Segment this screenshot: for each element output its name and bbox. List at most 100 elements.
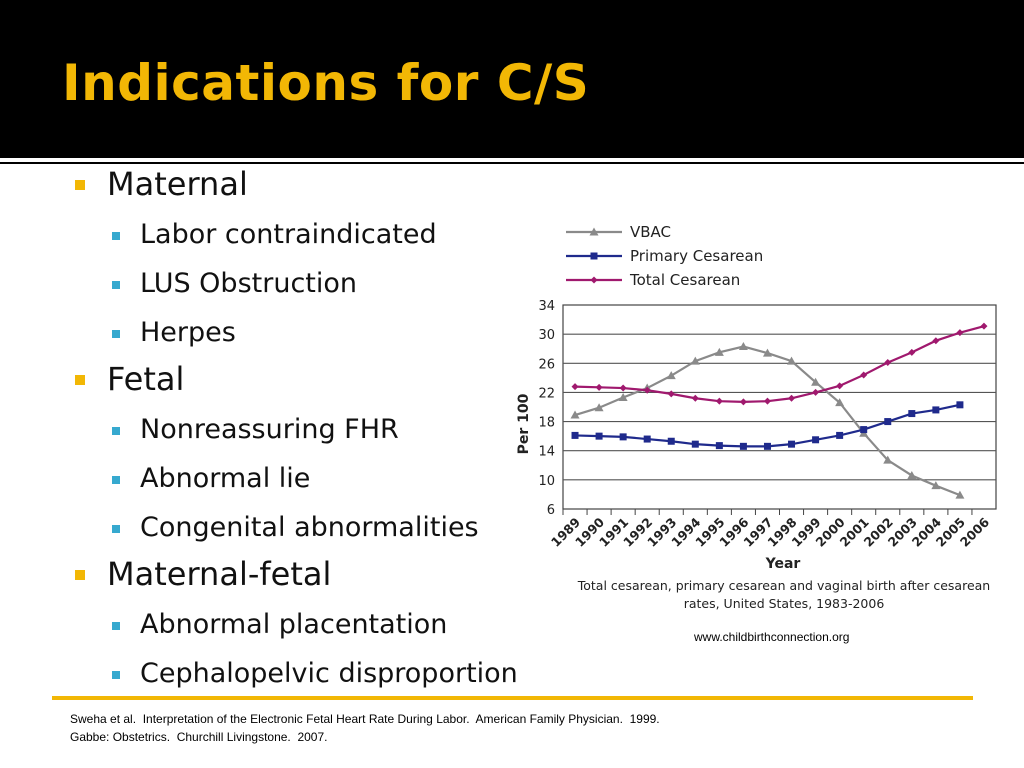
bullet-label: Maternal-fetal	[107, 555, 332, 593]
legend-label: Primary Cesarean	[630, 247, 763, 265]
data-point-square	[667, 437, 675, 445]
data-point-triangle	[883, 455, 893, 464]
caption-line: Total cesarean, primary cesarean and vag…	[577, 578, 990, 593]
data-point-square	[956, 401, 964, 409]
sub-bullet: Abnormal placentation	[112, 609, 448, 640]
data-point-diamond	[860, 371, 868, 379]
bullet-fetal: Fetal	[75, 360, 184, 398]
y-axis-ticks: 6 10 14 18 22 26 30 34	[538, 299, 555, 518]
data-point-diamond	[812, 388, 820, 396]
data-point-triangle	[666, 371, 676, 380]
data-point-triangle	[762, 348, 772, 357]
sub-bullet: Congenital abnormalities	[112, 512, 479, 543]
y-axis-label: Per 100	[516, 393, 532, 454]
data-point-triangle	[570, 410, 580, 419]
y-tick-label: 10	[538, 474, 555, 489]
data-point-square	[788, 440, 796, 448]
data-point-square	[908, 410, 916, 418]
data-point-square	[739, 442, 747, 450]
data-point-diamond	[932, 337, 940, 345]
data-point-square	[763, 442, 771, 450]
data-point-triangle	[811, 377, 821, 386]
sub-bullet: Nonreassuring FHR	[112, 414, 399, 445]
data-point-square	[590, 252, 598, 260]
title-divider	[0, 158, 1024, 164]
data-point-square	[643, 435, 651, 443]
data-point-diamond	[691, 394, 699, 402]
data-point-square	[619, 433, 627, 441]
legend-label: VBAC	[630, 223, 671, 241]
data-point-diamond	[619, 384, 627, 392]
series-primary-cesarean	[571, 401, 964, 450]
data-point-diamond	[908, 348, 916, 356]
y-tick-label: 14	[538, 445, 555, 460]
sub-bullet: Labor contraindicated	[112, 219, 437, 250]
sub-bullet-label: Herpes	[140, 317, 236, 348]
y-tick-label: 6	[547, 503, 555, 518]
sub-bullet-label: Nonreassuring FHR	[140, 414, 399, 445]
data-point-triangle	[690, 356, 700, 365]
sub-bullet-square-icon	[112, 281, 120, 289]
x-axis-ticks: 1989199019911992199319941995199619971998…	[548, 514, 992, 549]
sub-bullet-square-icon	[112, 330, 120, 338]
sub-bullet-label: Congenital abnormalities	[140, 512, 479, 543]
data-point-diamond	[763, 397, 771, 405]
legend-label: Total Cesarean	[629, 271, 740, 289]
sub-bullet-square-icon	[112, 525, 120, 533]
series-line	[574, 345, 961, 497]
data-point-diamond	[956, 329, 964, 337]
data-point-diamond	[667, 390, 675, 398]
data-point-diamond	[590, 276, 598, 284]
data-point-diamond	[836, 382, 844, 390]
series-line	[574, 403, 961, 448]
sub-bullet-label: Abnormal lie	[140, 463, 311, 494]
sub-bullet: Cephalopelvic disproportion	[112, 658, 518, 689]
reference-line: Gabbe: Obstetrics. Churchill Livingstone…	[70, 730, 328, 744]
reference-line: Sweha et al. Interpretation of the Elect…	[70, 712, 660, 726]
data-point-diamond	[980, 322, 988, 330]
bullet-maternal: Maternal	[75, 165, 248, 203]
data-point-triangle	[714, 347, 724, 356]
data-point-diamond	[643, 386, 651, 394]
sub-bullet: LUS Obstruction	[112, 268, 358, 299]
bullet-square-icon	[75, 375, 85, 385]
data-point-diamond	[715, 397, 723, 405]
y-tick-label: 18	[538, 416, 555, 431]
data-point-square	[860, 426, 868, 434]
series-total-cesarean	[571, 322, 988, 406]
sub-bullet-label: Labor contraindicated	[140, 219, 437, 250]
data-point-square	[691, 440, 699, 448]
sub-bullet-label: Cephalopelvic disproportion	[140, 658, 518, 689]
data-point-triangle	[907, 470, 917, 479]
bullet-maternal-fetal: Maternal-fetal	[75, 555, 332, 593]
sub-bullet: Herpes	[112, 317, 236, 348]
sub-bullet-label: Abnormal placentation	[140, 609, 448, 640]
data-point-triangle	[594, 403, 604, 412]
data-point-square	[884, 418, 892, 426]
data-point-diamond	[571, 383, 579, 391]
data-point-triangle	[589, 227, 599, 236]
bullet-square-icon	[75, 180, 85, 190]
source-link[interactable]: www.childbirthconnection.org	[694, 630, 850, 644]
y-tick-label: 22	[538, 386, 555, 401]
chart-caption: Total cesarean, primary cesarean and vag…	[577, 578, 990, 611]
footer-divider	[52, 696, 973, 700]
sub-bullet-square-icon	[112, 232, 120, 240]
data-point-triangle	[835, 398, 845, 407]
bullet-label: Maternal	[107, 165, 248, 203]
data-point-square	[932, 406, 940, 414]
bullet-square-icon	[75, 570, 85, 580]
sub-bullet-label: LUS Obstruction	[140, 268, 358, 299]
chart-series	[570, 322, 988, 499]
slide-title: Indications for C/S	[62, 54, 590, 112]
data-point-triangle	[738, 342, 748, 351]
chart-grid	[562, 304, 997, 515]
y-tick-label: 34	[538, 299, 555, 314]
data-point-square	[836, 431, 844, 439]
y-tick-label: 30	[538, 328, 555, 343]
cesarean-rates-line-chart: VBAC Primary Cesarean Total Cesarean 6 10 14…	[516, 223, 997, 611]
sub-bullet: Abnormal lie	[112, 463, 311, 494]
chart-legend: VBAC Primary Cesarean Total Cesarean	[566, 223, 763, 289]
data-point-square	[812, 436, 820, 444]
plot-frame	[562, 304, 997, 510]
